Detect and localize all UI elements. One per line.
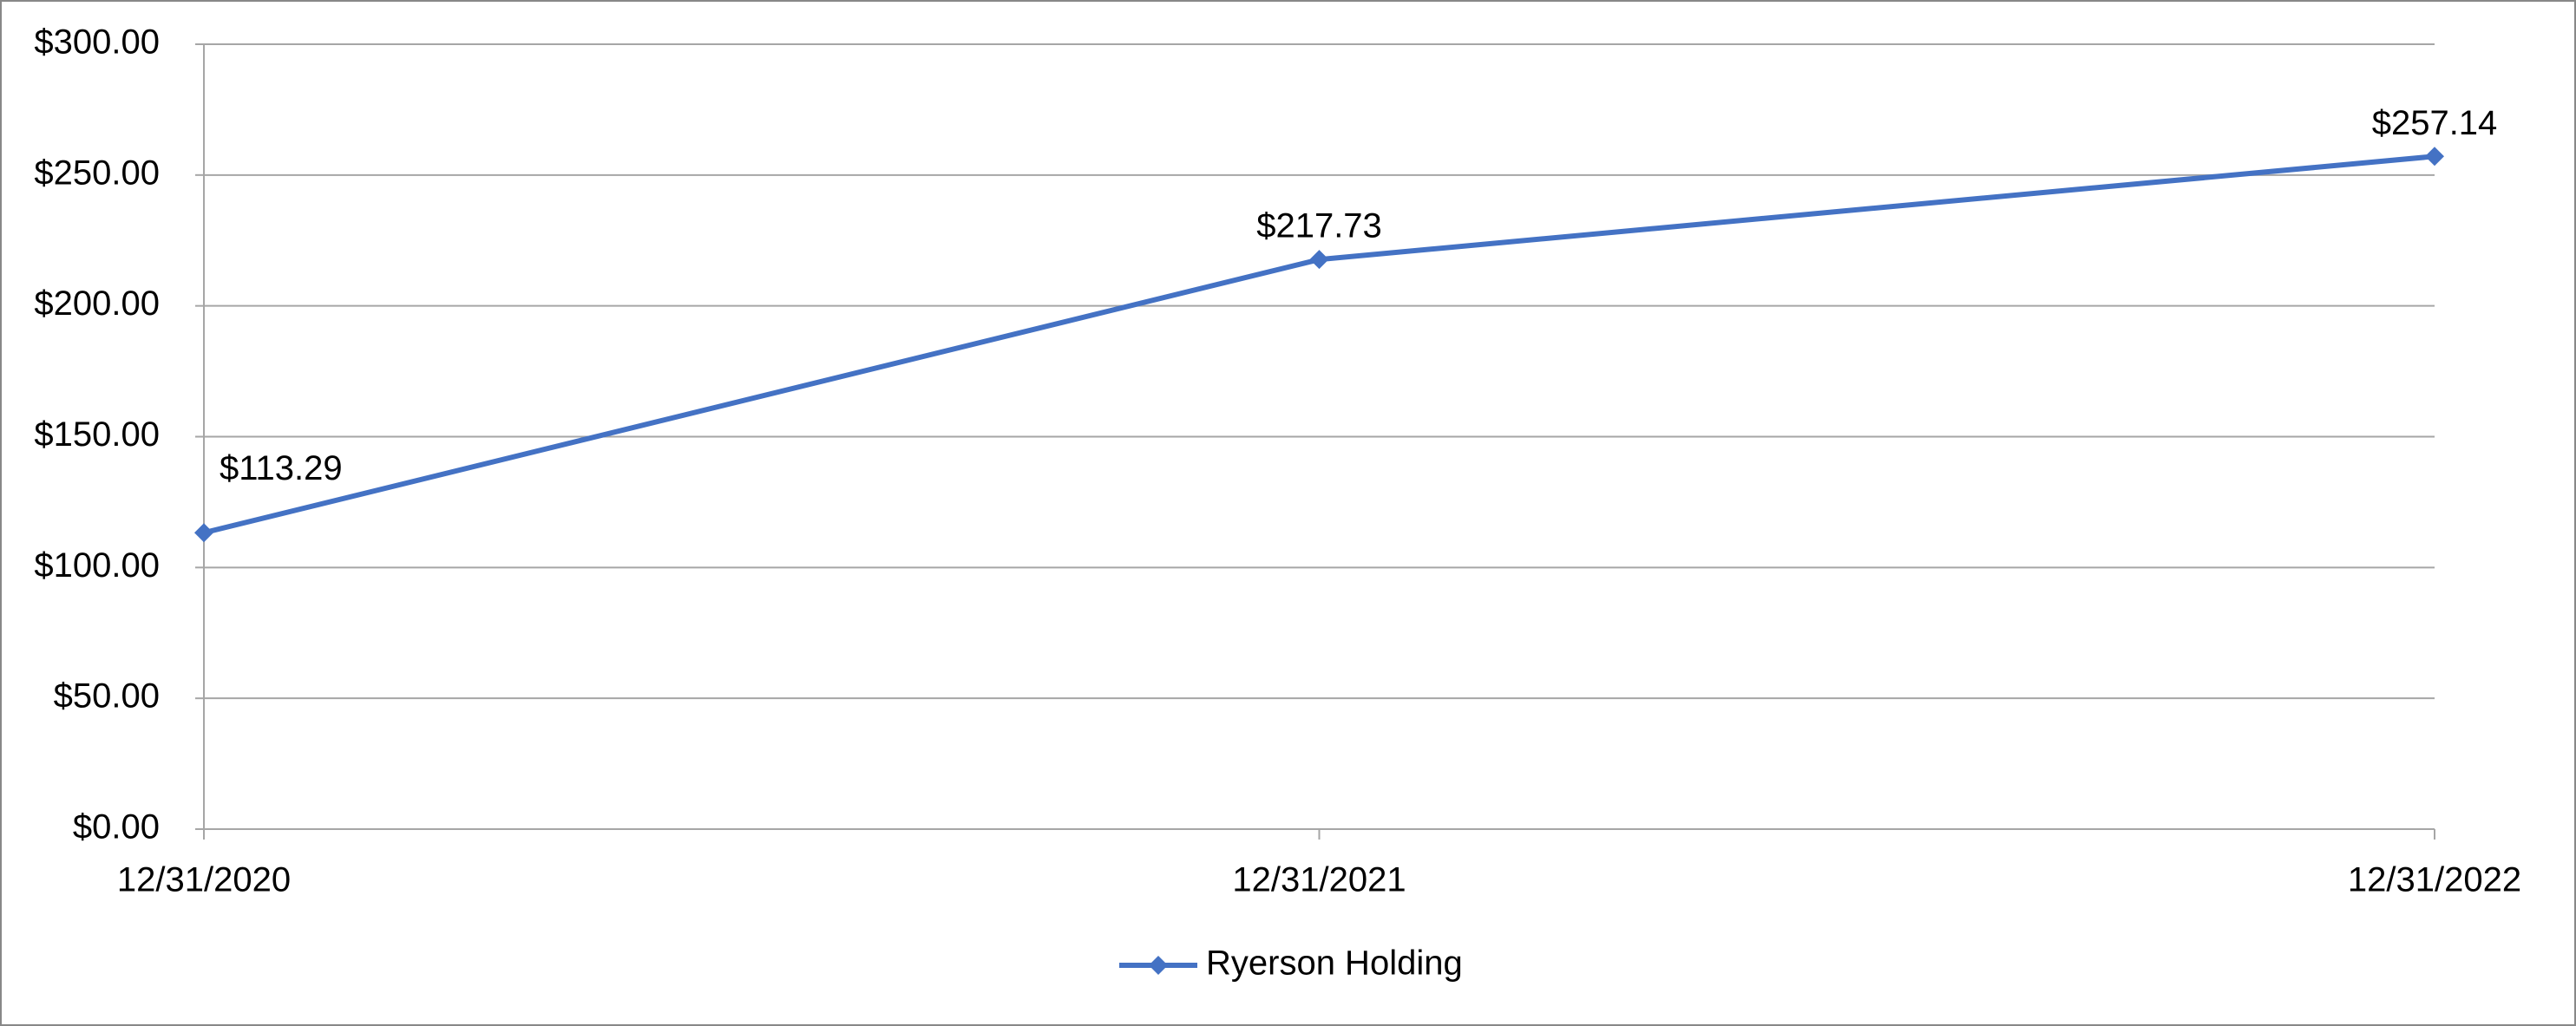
x-tick-label: 12/31/2020 — [117, 861, 291, 899]
marker — [194, 523, 213, 543]
y-tick-label: $250.00 — [34, 154, 160, 192]
y-tick-label: $0.00 — [73, 808, 160, 846]
x-tick-label: 12/31/2021 — [1232, 861, 1406, 899]
marker — [2425, 147, 2444, 167]
marker — [1309, 250, 1329, 270]
legend-marker — [1149, 956, 1168, 975]
y-tick-label: $50.00 — [54, 677, 160, 716]
y-tick-label: $150.00 — [34, 415, 160, 454]
data-label: $113.29 — [220, 449, 343, 487]
data-label: $257.14 — [2372, 104, 2498, 142]
legend-label: Ryerson Holding — [1206, 944, 1463, 983]
y-tick-label: $100.00 — [34, 546, 160, 585]
data-label: $217.73 — [1256, 207, 1382, 245]
y-tick-label: $300.00 — [34, 23, 160, 62]
y-tick-label: $200.00 — [34, 284, 160, 323]
x-tick-label: 12/31/2022 — [2348, 861, 2521, 899]
